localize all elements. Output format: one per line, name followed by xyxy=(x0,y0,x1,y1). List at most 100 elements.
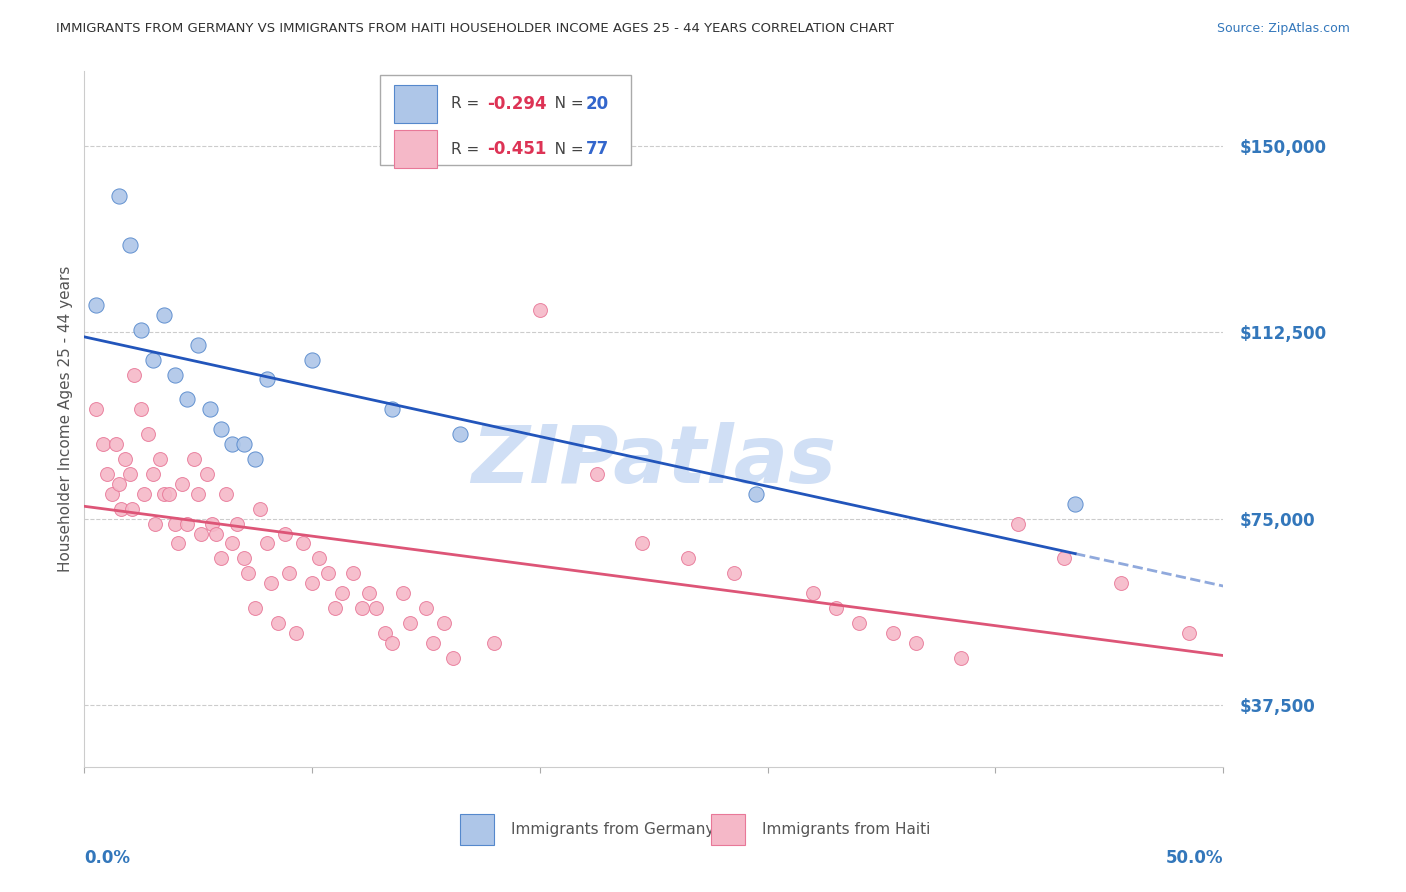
Point xyxy=(148,452,170,467)
Point xyxy=(256,536,278,550)
Point xyxy=(441,650,464,665)
Point xyxy=(110,501,132,516)
Point xyxy=(484,636,506,650)
Text: 50.0%: 50.0% xyxy=(1166,848,1223,866)
Point xyxy=(529,302,551,317)
Point xyxy=(882,626,904,640)
Point xyxy=(359,586,381,600)
Point xyxy=(232,437,254,451)
Point xyxy=(292,536,315,550)
Point xyxy=(374,626,396,640)
FancyBboxPatch shape xyxy=(381,75,631,165)
FancyBboxPatch shape xyxy=(460,814,495,846)
Point xyxy=(157,487,180,501)
Point xyxy=(415,601,437,615)
Point xyxy=(392,586,415,600)
Point xyxy=(232,551,254,566)
Point xyxy=(187,487,209,501)
Text: IMMIGRANTS FROM GERMANY VS IMMIGRANTS FROM HAITI HOUSEHOLDER INCOME AGES 25 - 44: IMMIGRANTS FROM GERMANY VS IMMIGRANTS FR… xyxy=(56,22,894,36)
Text: R =: R = xyxy=(451,142,484,156)
Point xyxy=(107,476,129,491)
Point xyxy=(848,615,870,630)
Point xyxy=(1064,497,1087,511)
Point xyxy=(165,368,187,382)
Point xyxy=(745,487,768,501)
Point xyxy=(364,601,387,615)
Point xyxy=(136,427,159,442)
Point xyxy=(132,487,155,501)
Point xyxy=(238,566,260,581)
Text: Immigrants from Haiti: Immigrants from Haiti xyxy=(762,822,931,838)
Point xyxy=(142,352,165,367)
Text: Source: ZipAtlas.com: Source: ZipAtlas.com xyxy=(1216,22,1350,36)
Point xyxy=(118,467,141,481)
Point xyxy=(323,601,346,615)
Point xyxy=(209,422,232,436)
Point xyxy=(422,636,444,650)
Point xyxy=(153,487,176,501)
FancyBboxPatch shape xyxy=(394,85,437,123)
Point xyxy=(205,526,228,541)
Point xyxy=(433,615,456,630)
Text: 0.0%: 0.0% xyxy=(84,848,131,866)
Point xyxy=(1178,626,1201,640)
Point xyxy=(96,467,118,481)
Point xyxy=(631,536,654,550)
Point xyxy=(153,308,176,322)
Point xyxy=(301,352,323,367)
Text: R =: R = xyxy=(451,96,484,112)
Point xyxy=(330,586,353,600)
Point xyxy=(91,437,114,451)
FancyBboxPatch shape xyxy=(394,130,437,168)
Point xyxy=(195,467,218,481)
FancyBboxPatch shape xyxy=(711,814,745,846)
Point xyxy=(342,566,364,581)
Point xyxy=(586,467,609,481)
Point xyxy=(381,636,404,650)
Point xyxy=(904,636,927,650)
Point xyxy=(176,516,198,531)
Text: N =: N = xyxy=(540,142,588,156)
Point xyxy=(301,576,323,591)
Point xyxy=(1109,576,1132,591)
Point xyxy=(221,536,243,550)
Point xyxy=(950,650,973,665)
Point xyxy=(825,601,848,615)
Point xyxy=(676,551,699,566)
Point xyxy=(143,516,166,531)
Text: -0.451: -0.451 xyxy=(488,140,547,158)
Point xyxy=(285,626,308,640)
Text: 20: 20 xyxy=(585,95,609,112)
Point xyxy=(449,427,471,442)
Point xyxy=(84,298,107,312)
Text: Immigrants from Germany: Immigrants from Germany xyxy=(512,822,714,838)
Point xyxy=(226,516,249,531)
Point xyxy=(352,601,374,615)
Point xyxy=(107,188,129,202)
Point xyxy=(131,402,153,417)
Point xyxy=(256,372,278,386)
Point xyxy=(118,238,141,252)
Point xyxy=(190,526,212,541)
Point xyxy=(142,467,165,481)
Point xyxy=(131,323,153,337)
Point xyxy=(260,576,283,591)
Point xyxy=(1053,551,1076,566)
Point xyxy=(176,392,198,407)
Point xyxy=(1007,516,1029,531)
Point xyxy=(124,368,146,382)
Text: 77: 77 xyxy=(585,140,609,158)
Point xyxy=(198,402,221,417)
Point xyxy=(209,551,232,566)
Point xyxy=(221,437,243,451)
Y-axis label: Householder Income Ages 25 - 44 years: Householder Income Ages 25 - 44 years xyxy=(58,266,73,573)
Point xyxy=(114,452,136,467)
Text: ZIPatlas: ZIPatlas xyxy=(471,422,837,500)
Point xyxy=(165,516,187,531)
Point xyxy=(100,487,122,501)
Point xyxy=(214,487,236,501)
Point xyxy=(249,501,271,516)
Point xyxy=(308,551,330,566)
Point xyxy=(267,615,290,630)
Point xyxy=(201,516,224,531)
